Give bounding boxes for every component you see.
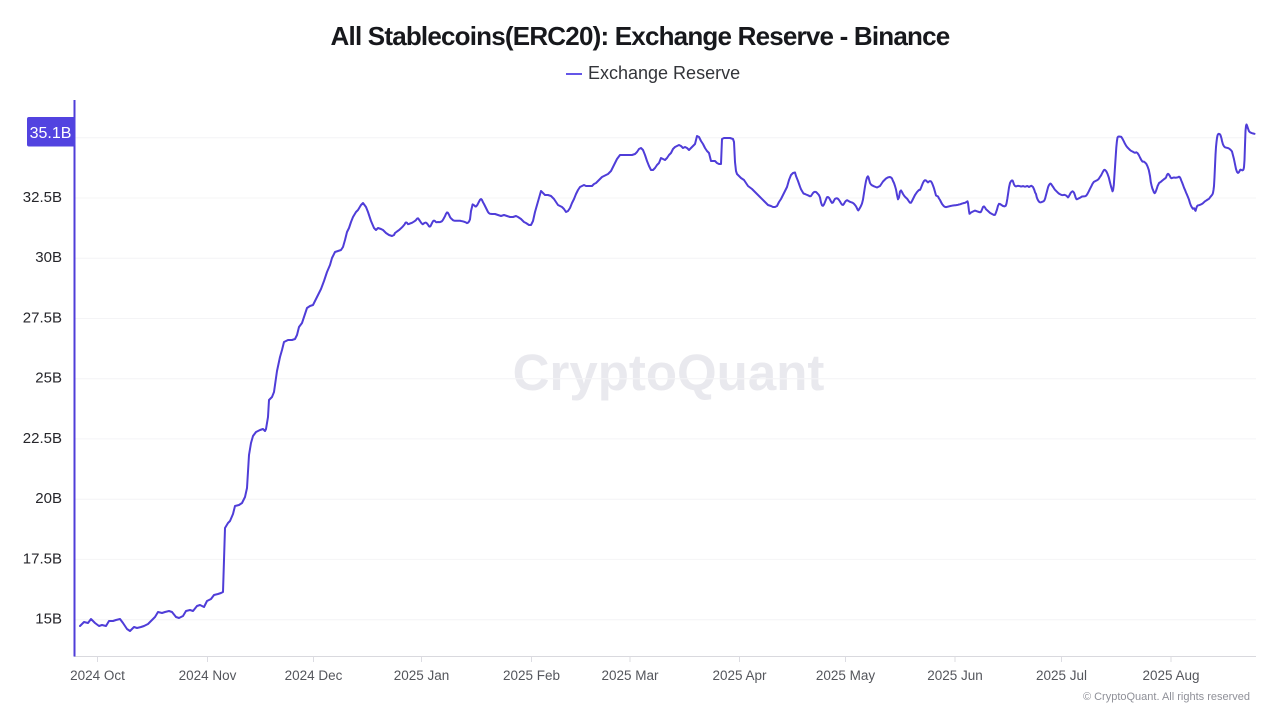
svg-text:2025 Apr: 2025 Apr — [712, 668, 767, 683]
svg-text:20B: 20B — [35, 490, 62, 507]
svg-text:27.5B: 27.5B — [23, 309, 62, 326]
svg-text:15B: 15B — [35, 611, 62, 628]
svg-text:2024 Dec: 2024 Dec — [285, 668, 343, 683]
svg-text:25B: 25B — [35, 370, 62, 387]
svg-text:2025 Aug: 2025 Aug — [1142, 668, 1199, 683]
svg-text:2025 Jan: 2025 Jan — [394, 668, 450, 683]
svg-text:17.5B: 17.5B — [23, 550, 62, 567]
svg-text:2025 Mar: 2025 Mar — [601, 668, 659, 683]
svg-text:2025 May: 2025 May — [816, 668, 876, 683]
svg-text:2024 Oct: 2024 Oct — [70, 668, 125, 683]
svg-text:2025 Feb: 2025 Feb — [503, 668, 560, 683]
svg-text:2025 Jul: 2025 Jul — [1036, 668, 1087, 683]
svg-text:2024 Nov: 2024 Nov — [179, 668, 237, 683]
svg-text:2025 Jun: 2025 Jun — [927, 668, 983, 683]
svg-text:22.5B: 22.5B — [23, 430, 62, 447]
svg-text:30B: 30B — [35, 249, 62, 266]
svg-text:32.5B: 32.5B — [23, 189, 62, 206]
svg-text:35.1B: 35.1B — [30, 125, 72, 142]
